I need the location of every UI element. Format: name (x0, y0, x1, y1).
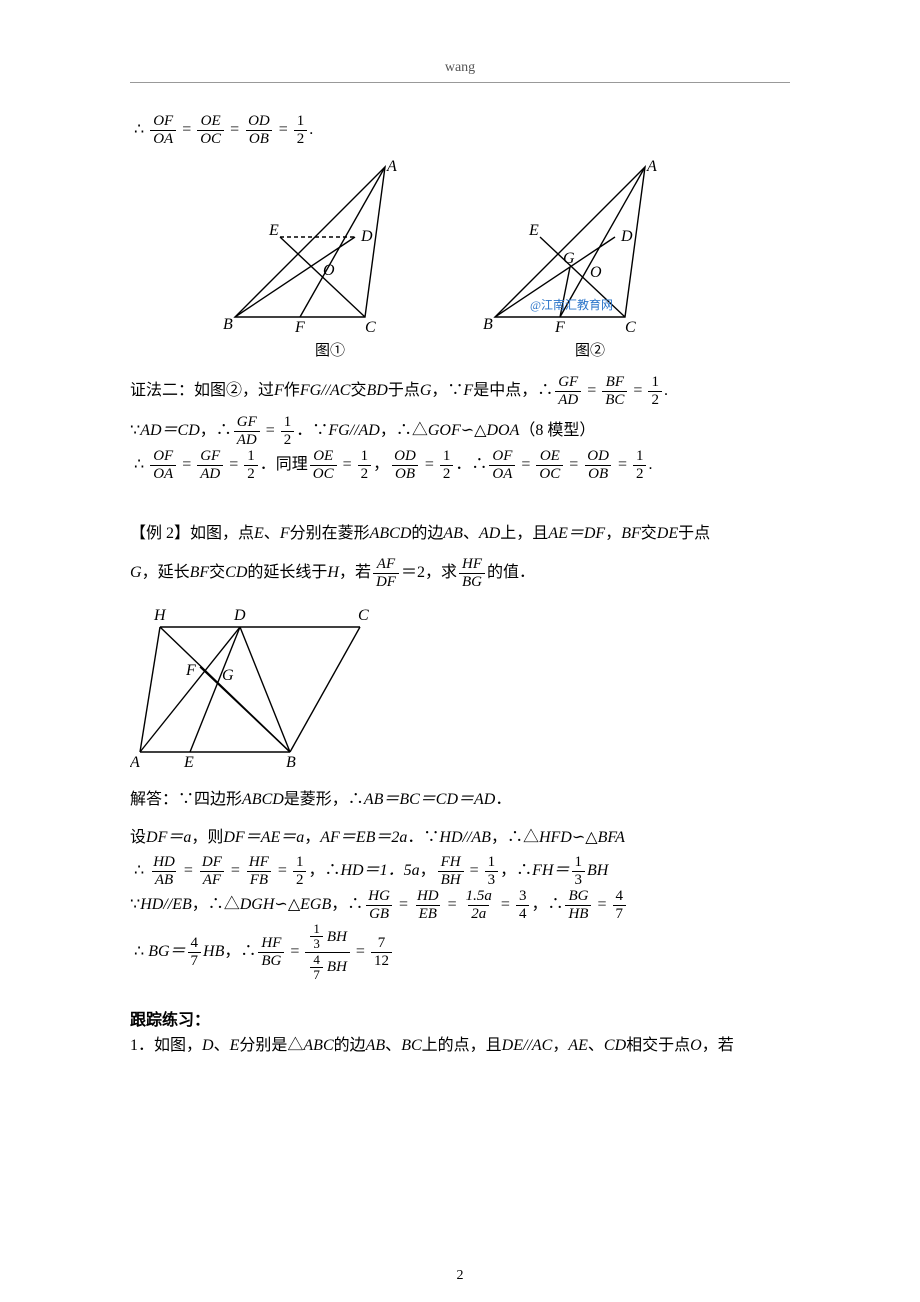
complex-frac: 13 BH 47 BH (305, 922, 350, 982)
therefore-symbol: ∴ (130, 114, 148, 146)
label-D: D (620, 228, 633, 245)
period: . (309, 114, 313, 146)
page: wang ∴ OFOA = OEOC = ODOB = 12 . A (0, 0, 920, 1302)
frac: OFOA (489, 448, 515, 482)
label-D: D (233, 607, 246, 624)
figure-1-caption: 图① (215, 339, 445, 360)
frac: HFBG (459, 556, 485, 590)
frac: GFAD (197, 448, 223, 482)
frac: OFOA (150, 113, 176, 147)
sol-line5: ∴ BG＝ 47 HB ，∴ HFBG = 13 BH 47 BH = 712 (130, 922, 790, 982)
figures-row: A B C D E F O 图① (130, 157, 790, 360)
frac: FHBH (438, 854, 464, 888)
figure-2-svg: A B C D E F G O @江南汇教育网 (475, 157, 705, 337)
frac: BFBC (602, 374, 627, 408)
header-rule (130, 82, 790, 83)
frac: GFAD (555, 374, 581, 408)
frac: 47 (188, 935, 202, 969)
label-F: F (554, 319, 565, 336)
followup-heading: 跟踪练习： (130, 1006, 790, 1030)
frac: OEOC (536, 448, 563, 482)
frac: HFFB (246, 854, 272, 888)
frac: OFOA (150, 448, 176, 482)
label-D: D (360, 228, 373, 245)
label-F: F (185, 662, 196, 679)
equals: = (178, 114, 195, 146)
label-E: E (528, 222, 539, 239)
label-A: A (130, 754, 140, 771)
sol-line4: ∵ HD//EB ，∴△ DGH ∽△ EGB ，∴ HGGB = HDEB =… (130, 888, 790, 922)
figure-1: A B C D E F O 图① (215, 157, 445, 360)
equals: = (275, 114, 292, 146)
figure-2-caption: 图② (475, 339, 705, 360)
frac: ODOB (391, 448, 419, 482)
frac: ODOB (584, 448, 612, 482)
frac: GFAD (234, 414, 260, 448)
frac: 712 (371, 935, 392, 969)
proof2-line2: ∵ AD＝CD ，∴ GFAD = 12 ．∵ FG//AD ，∴△ GOF ∽… (130, 414, 790, 448)
label-O: O (323, 262, 335, 279)
frac: HGGB (365, 888, 393, 922)
label-B: B (483, 316, 493, 333)
figure-3-svg: H D C A E B F G (130, 602, 410, 772)
label-B: B (223, 316, 233, 333)
label-H: H (153, 607, 167, 624)
equals: = (226, 114, 243, 146)
figure-3: H D C A E B F G (130, 602, 790, 772)
figure-2: A B C D E F G O @江南汇教育网 图② (475, 157, 705, 360)
frac: 12 (440, 448, 454, 482)
label-F: F (294, 319, 305, 336)
frac: HDAB (150, 854, 178, 888)
frac: 12 (358, 448, 372, 482)
header-author: wang (130, 60, 790, 76)
frac: 12 (244, 448, 258, 482)
frac: ODOB (245, 113, 273, 147)
label-G: G (563, 250, 575, 267)
figure-1-svg: A B C D E F O (215, 157, 445, 337)
frac: 12 (293, 854, 307, 888)
sol-line1: 解答：∵四边形 ABCD 是菱形，∴ AB＝BC＝CD＝AD ． (130, 784, 790, 816)
label-A: A (386, 158, 397, 175)
label-E: E (183, 754, 194, 771)
sol-line3: ∴ HDAB = DFAF = HFFB = 12 ，∴ HD＝1．5a ， F… (130, 854, 790, 888)
frac: OEOC (197, 113, 224, 147)
frac: BGHB (565, 888, 591, 922)
label-C: C (358, 607, 369, 624)
frac: DFAF (199, 854, 225, 888)
frac: 12 (648, 374, 662, 408)
frac: 13 (572, 854, 586, 888)
label-E: E (268, 222, 279, 239)
frac: 1.5a2a (463, 888, 495, 922)
proof2-line1: 证法二：如图②，过 F 作 FG//AC 交 BD 于点 G ，∵ F 是中点，… (130, 374, 790, 408)
eq-line-1: ∴ OFOA = OEOC = ODOB = 12 . (130, 113, 790, 147)
frac: 12 (281, 414, 295, 448)
label-C: C (625, 319, 636, 336)
frac: 13 (485, 854, 499, 888)
frac: HDEB (414, 888, 442, 922)
followup-line1: 1．如图， D 、 E 分别是△ ABC 的边 AB 、 BC 上的点，且 DE… (130, 1030, 790, 1062)
frac: 12 (294, 113, 308, 147)
frac: AFDF (373, 556, 399, 590)
example2-line2: G ，延长 BF 交 CD 的延长线于 H ，若 AFDF ＝2，求 HFBG … (130, 556, 790, 590)
label-C: C (365, 319, 376, 336)
label-A: A (646, 158, 657, 175)
watermark: @江南汇教育网 (530, 297, 613, 312)
spacer (130, 482, 790, 512)
frac: 34 (516, 888, 530, 922)
frac: OEOC (310, 448, 337, 482)
page-number: 2 (0, 1268, 920, 1284)
frac: HFBG (258, 935, 284, 969)
proof2-line3: ∴ OFOA = GFAD = 12 ．同理 OEOC = 12 ， ODOB … (130, 448, 790, 482)
label-O: O (590, 264, 602, 281)
label-G: G (222, 667, 234, 684)
sol-line2: 设 DF＝a ，则 DF＝AE＝a ， AF＝EB＝2a ．∵ HD//AB ，… (130, 822, 790, 854)
frac: 12 (633, 448, 647, 482)
example2-line1: 【例 2】如图，点 E 、 F 分别在菱形 ABCD 的边 AB 、 AD 上，… (130, 518, 790, 550)
label-B: B (286, 754, 296, 771)
frac: 47 (613, 888, 627, 922)
